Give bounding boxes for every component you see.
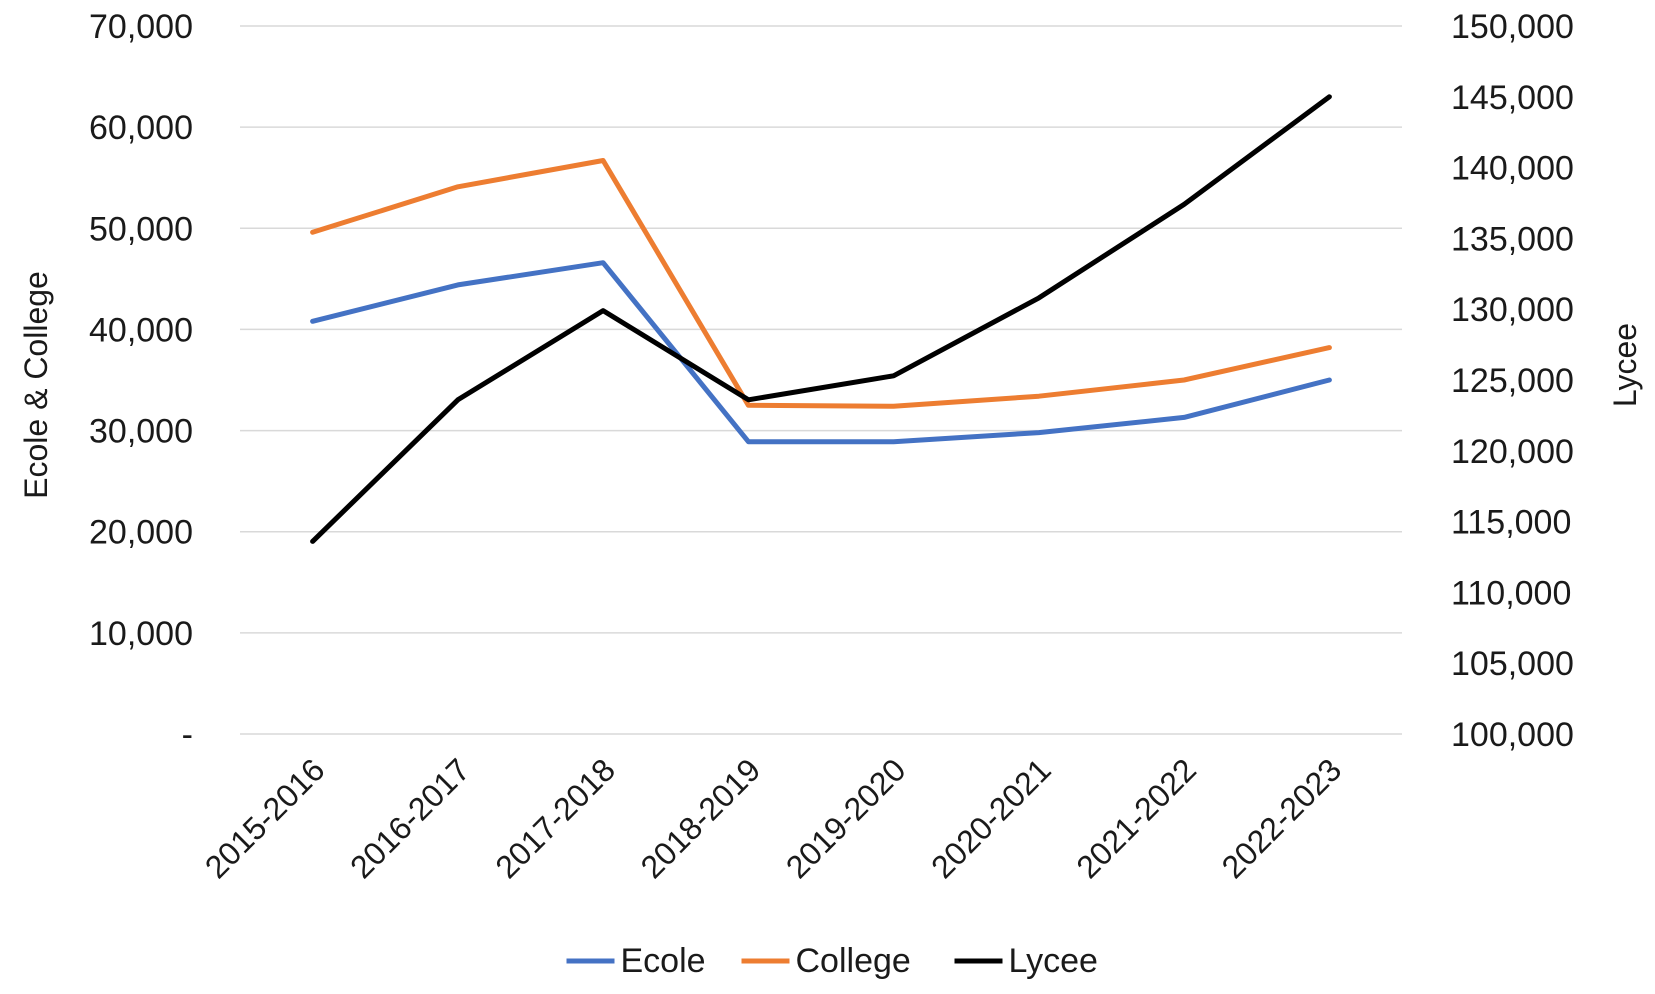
right-tick-label: 125,000 <box>1451 362 1574 400</box>
right-tick-label: 115,000 <box>1451 504 1571 542</box>
series-lines <box>310 94 1332 544</box>
right-tick-label: 130,000 <box>1451 291 1574 329</box>
right-tick-label: 100,000 <box>1451 716 1574 754</box>
category-axis-ticks: 2015-2016 2016-2017 2017-2018 2018-2019 2019… <box>198 751 1348 885</box>
right-tick-label: 145,000 <box>1451 79 1574 117</box>
category-label: 2019-2020 <box>779 751 913 885</box>
legend: Ecole College Lycee <box>566 942 1098 980</box>
left-tick-label: 60,000 <box>89 109 193 147</box>
category-label: 2017-2018 <box>488 751 622 885</box>
left-tick-label: 10,000 <box>89 615 193 653</box>
left-tick-label: - <box>182 716 193 754</box>
legend-label: Lycee <box>1009 942 1098 980</box>
gridlines <box>240 25 1402 735</box>
left-tick-label: 50,000 <box>89 210 193 248</box>
right-tick-label: 105,000 <box>1451 645 1574 683</box>
right-tick-label: 140,000 <box>1451 150 1574 188</box>
category-label: 2021-2022 <box>1069 751 1203 885</box>
category-label: 2020-2021 <box>924 751 1058 885</box>
series-line-college <box>310 158 1332 409</box>
right-tick-label: 110,000 <box>1451 574 1571 612</box>
left-tick-label: 20,000 <box>89 514 193 552</box>
right-tick-label: 150,000 <box>1451 8 1574 46</box>
right-axis-ticks: 100,000 105,000 110,000 115,000 120,000 125,0… <box>1451 8 1574 754</box>
left-tick-label: 70,000 <box>89 8 193 46</box>
category-label: 2015-2016 <box>198 751 332 885</box>
right-tick-label: 135,000 <box>1451 220 1574 258</box>
legend-item-college: College <box>741 942 911 980</box>
category-label: 2022-2023 <box>1215 751 1349 885</box>
left-tick-label: 40,000 <box>89 311 193 349</box>
right-tick-label: 120,000 <box>1451 433 1574 471</box>
left-axis-title: Ecole & College <box>18 271 54 499</box>
legend-label: College <box>796 942 911 980</box>
legend-item-lycee: Lycee <box>954 942 1098 980</box>
legend-label: Ecole <box>621 942 706 980</box>
category-label: 2016-2017 <box>343 751 477 885</box>
category-label: 2018-2019 <box>634 751 768 885</box>
legend-item-ecole: Ecole <box>566 942 706 980</box>
right-axis-title: Lycee <box>1607 323 1643 407</box>
left-tick-label: 30,000 <box>89 413 193 451</box>
left-axis-ticks: - 10,000 20,000 30,000 40,000 50,000 60,000 70,… <box>89 8 193 754</box>
series-line-ecole <box>310 260 1332 445</box>
series-line-lycee <box>310 94 1332 544</box>
